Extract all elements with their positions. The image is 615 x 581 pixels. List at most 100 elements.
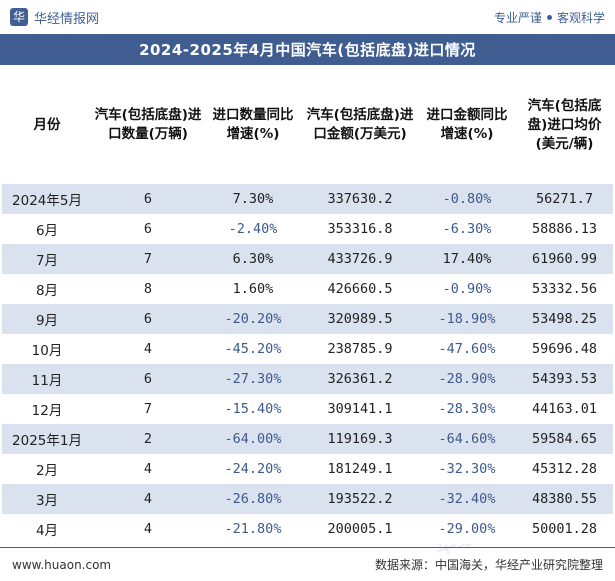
- col-header-qty-yoy: 进口数量同比增速(%): [204, 66, 302, 184]
- col-header-amount-yoy: 进口金额同比增速(%): [418, 66, 516, 184]
- cell-import-qty: 4: [92, 484, 204, 514]
- table-row: 4月 4 -21.80% 200005.1 -29.00% 50001.28: [2, 514, 613, 544]
- cell-avg-price: 53332.56: [516, 274, 613, 304]
- cell-qty-yoy: -21.80%: [204, 514, 302, 544]
- col-header-import-amount: 汽车(包括底盘)进口金额(万美元): [302, 66, 418, 184]
- cell-amount-yoy: -47.60%: [418, 334, 516, 364]
- cell-amount-yoy: -32.30%: [418, 454, 516, 484]
- cell-import-qty: 4: [92, 454, 204, 484]
- table-row: 3月 4 -26.80% 193522.2 -32.40% 48380.55: [2, 484, 613, 514]
- cell-qty-yoy: -64.00%: [204, 424, 302, 454]
- cell-month: 12月: [2, 394, 92, 424]
- cell-import-amount: 119169.3: [302, 424, 418, 454]
- cell-import-amount: 433726.9: [302, 244, 418, 274]
- cell-avg-price: 45312.28: [516, 454, 613, 484]
- table-row: 12月 7 -15.40% 309141.1 -28.30% 44163.01: [2, 394, 613, 424]
- table-row: 7月 7 6.30% 433726.9 17.40% 61960.99: [2, 244, 613, 274]
- tagline: 专业严谨 客观科学: [494, 9, 605, 26]
- tagline-2: 客观科学: [556, 10, 605, 25]
- footer: www.huaon.com 数据来源：中国海关，华经产业研究院整理: [0, 547, 615, 581]
- huaon-logo-icon: 华: [10, 8, 28, 26]
- cell-qty-yoy: -27.30%: [204, 364, 302, 394]
- cell-import-amount: 238785.9: [302, 334, 418, 364]
- table-row: 11月 6 -27.30% 326361.2 -28.90% 54393.53: [2, 364, 613, 394]
- cell-import-amount: 320989.5: [302, 304, 418, 334]
- cell-import-qty: 4: [92, 334, 204, 364]
- cell-amount-yoy: -28.30%: [418, 394, 516, 424]
- data-source: 数据来源：中国海关，华经产业研究院整理: [374, 558, 603, 572]
- cell-qty-yoy: 6.30%: [204, 244, 302, 274]
- cell-import-qty: 6: [92, 304, 204, 334]
- cell-import-amount: 337630.2: [302, 184, 418, 214]
- table-row: 10月 4 -45.20% 238785.9 -47.60% 59696.48: [2, 334, 613, 364]
- cell-avg-price: 56271.7: [516, 184, 613, 214]
- cell-amount-yoy: -0.80%: [418, 184, 516, 214]
- cell-qty-yoy: -45.20%: [204, 334, 302, 364]
- cell-import-amount: 326361.2: [302, 364, 418, 394]
- footer-url[interactable]: www.huaon.com: [12, 557, 112, 572]
- table-row: 2月 4 -24.20% 181249.1 -32.30% 45312.28: [2, 454, 613, 484]
- brand[interactable]: 华 华经情报网: [10, 8, 99, 27]
- cell-import-amount: 353316.8: [302, 214, 418, 244]
- cell-amount-yoy: -0.90%: [418, 274, 516, 304]
- cell-import-qty: 6: [92, 214, 204, 244]
- cell-import-amount: 193522.2: [302, 484, 418, 514]
- table-header-row: 月份 汽车(包括底盘)进口数量(万辆) 进口数量同比增速(%) 汽车(包括底盘)…: [2, 66, 613, 184]
- cell-amount-yoy: -64.60%: [418, 424, 516, 454]
- tagline-1: 专业严谨: [493, 10, 542, 25]
- page-title: 2024-2025年4月中国汽车(包括底盘)进口情况: [0, 34, 615, 65]
- cell-import-qty: 6: [92, 184, 204, 214]
- cell-avg-price: 61960.99: [516, 244, 613, 274]
- cell-import-qty: 7: [92, 394, 204, 424]
- cell-import-amount: 200005.1: [302, 514, 418, 544]
- cell-qty-yoy: -15.40%: [204, 394, 302, 424]
- cell-avg-price: 50001.28: [516, 514, 613, 544]
- cell-qty-yoy: -20.20%: [204, 304, 302, 334]
- cell-qty-yoy: 7.30%: [204, 184, 302, 214]
- cell-import-qty: 7: [92, 244, 204, 274]
- cell-month: 4月: [2, 514, 92, 544]
- cell-month: 10月: [2, 334, 92, 364]
- cell-import-amount: 181249.1: [302, 454, 418, 484]
- import-data-table: 月份 汽车(包括底盘)进口数量(万辆) 进口数量同比增速(%) 汽车(包括底盘)…: [2, 66, 613, 544]
- cell-qty-yoy: -26.80%: [204, 484, 302, 514]
- cell-month: 11月: [2, 364, 92, 394]
- cell-qty-yoy: 1.60%: [204, 274, 302, 304]
- cell-avg-price: 54393.53: [516, 364, 613, 394]
- cell-amount-yoy: -6.30%: [418, 214, 516, 244]
- cell-month: 3月: [2, 484, 92, 514]
- top-bar: 华 华经情报网 专业严谨 客观科学: [0, 0, 615, 34]
- col-header-import-qty: 汽车(包括底盘)进口数量(万辆): [92, 66, 204, 184]
- cell-month: 7月: [2, 244, 92, 274]
- cell-amount-yoy: -29.00%: [418, 514, 516, 544]
- cell-month: 2024年5月: [2, 184, 92, 214]
- table-row: 8月 8 1.60% 426660.5 -0.90% 53332.56: [2, 274, 613, 304]
- cell-avg-price: 59696.48: [516, 334, 613, 364]
- cell-month: 9月: [2, 304, 92, 334]
- cell-import-qty: 8: [92, 274, 204, 304]
- cell-amount-yoy: 17.40%: [418, 244, 516, 274]
- table-row: 2025年1月 2 -64.00% 119169.3 -64.60% 59584.65: [2, 424, 613, 454]
- col-header-month: 月份: [2, 66, 92, 184]
- cell-amount-yoy: -28.90%: [418, 364, 516, 394]
- cell-month: 6月: [2, 214, 92, 244]
- cell-import-amount: 426660.5: [302, 274, 418, 304]
- table-row: 6月 6 -2.40% 353316.8 -6.30% 58886.13: [2, 214, 613, 244]
- cell-amount-yoy: -18.90%: [418, 304, 516, 334]
- cell-qty-yoy: -2.40%: [204, 214, 302, 244]
- cell-avg-price: 48380.55: [516, 484, 613, 514]
- cell-avg-price: 53498.25: [516, 304, 613, 334]
- cell-avg-price: 44163.01: [516, 394, 613, 424]
- cell-qty-yoy: -24.20%: [204, 454, 302, 484]
- col-header-avg-price: 汽车(包括底盘)进口均价(美元/辆): [516, 66, 613, 184]
- cell-month: 2025年1月: [2, 424, 92, 454]
- table-row: 9月 6 -20.20% 320989.5 -18.90% 53498.25: [2, 304, 613, 334]
- cell-amount-yoy: -32.40%: [418, 484, 516, 514]
- table-row: 2024年5月 6 7.30% 337630.2 -0.80% 56271.7: [2, 184, 613, 214]
- cell-import-qty: 4: [92, 514, 204, 544]
- cell-import-qty: 6: [92, 364, 204, 394]
- cell-month: 8月: [2, 274, 92, 304]
- cell-import-amount: 309141.1: [302, 394, 418, 424]
- cell-avg-price: 58886.13: [516, 214, 613, 244]
- brand-name: 华经情报网: [34, 11, 100, 27]
